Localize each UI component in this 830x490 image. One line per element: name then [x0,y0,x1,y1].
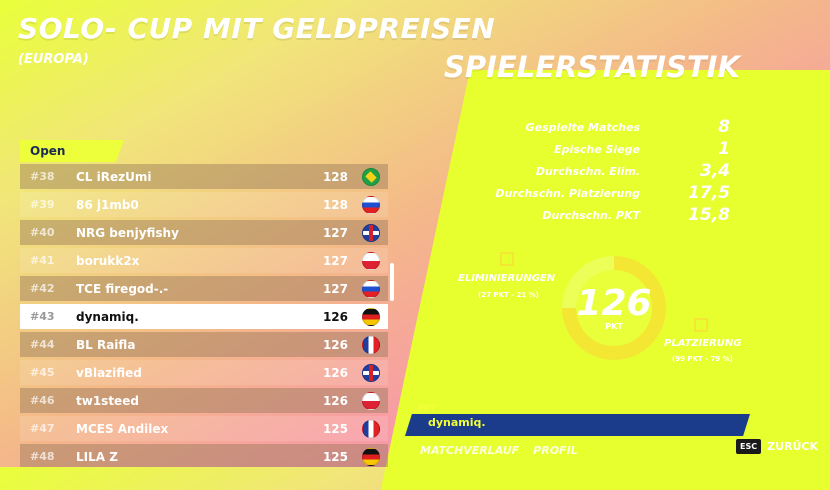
stat-value: 15,8 [688,205,730,225]
score-unit: PKT [605,321,623,331]
tab-open[interactable]: Open [20,140,124,162]
pl-flag-icon [362,391,380,410]
leaderboard-scrollbar[interactable] [390,263,394,301]
stat-row: Gespielte Matches 8 [480,116,730,138]
tab-profil[interactable]: PROFIL [533,444,578,457]
row-rank: #40 [30,226,55,239]
score-value: 126 [576,282,652,324]
leaderboard-row[interactable]: #38 CL iRezUmi 128 [20,164,388,189]
fr-flag-icon [362,419,380,438]
row-player-name: LILA Z [76,449,118,464]
score-ring: 126 PKT [562,256,666,360]
stat-row: Durchschn. Platzierung 17,5 [480,182,730,204]
row-rank: #48 [30,450,55,463]
leaderboard-row[interactable]: #47 MCES Andilex 125 [20,416,388,441]
br-flag-icon [362,167,380,186]
row-player-name: CL iRezUmi [76,169,152,184]
de-flag-icon [362,447,380,466]
row-points: 125 [322,449,348,464]
row-points: 126 [322,365,348,380]
ru-flag-icon [362,279,380,298]
row-points: 126 [322,309,348,324]
pl-flag-icon [362,251,380,270]
row-rank: #38 [30,170,55,183]
row-rank: #45 [30,366,55,379]
check-icon [500,252,514,266]
row-rank: #41 [30,254,55,267]
page-subtitle: (EUROPA) [18,52,89,67]
back-label: ZURÜCK [767,440,819,453]
row-rank: #43 [30,310,55,323]
row-rank: #39 [30,198,55,211]
row-player-name: BL Raifla [76,337,136,352]
row-points: 127 [322,253,348,268]
row-player-name: 86 j1mb0 [76,197,139,212]
leaderboard-row[interactable]: #45 vBlazified 126 [20,360,388,385]
row-player-name: NRG benjyfishy [76,225,179,240]
row-player-name: borukk2x [76,253,140,268]
leaderboard-row[interactable]: #42 TCE firegod-.- 127 [20,276,388,301]
placement-detail: (99 PKT - 79 %) [672,355,733,363]
uk-flag-icon [362,363,380,382]
stat-value: 17,5 [688,183,730,203]
player-banner [405,414,750,436]
eliminations-label: ELIMINIERUNGEN [458,273,556,284]
row-player-name: dynamiq. [76,309,139,324]
esc-key-icon: ESC [736,439,762,454]
row-player-name: tw1steed [76,393,139,408]
player-name: dynamiq. [428,416,486,429]
leaderboard-row[interactable]: #44 BL Raifla 126 [20,332,388,357]
row-points: 126 [322,393,348,408]
stat-label: Durchschn. Platzierung [495,186,640,200]
check-icon [694,318,708,332]
leaderboard-list[interactable]: #38 CL iRezUmi 128 #39 86 j1mb0 128 #40 … [20,142,390,467]
stat-label: Durchschn. Elim. [535,164,640,178]
bottom-nav: MATCHVERLAUF PROFIL [420,444,578,457]
leaderboard-row-selected[interactable]: #43 dynamiq. 126 [20,304,388,329]
ru-flag-icon [362,195,380,214]
row-rank: #47 [30,422,55,435]
uk-flag-icon [362,223,380,242]
stat-value: 3,4 [699,161,730,181]
row-points: 127 [322,281,348,296]
leaderboard-row[interactable]: #39 86 j1mb0 128 [20,192,388,217]
row-points: 126 [322,337,348,352]
stats-title: SPIELERSTATISTIK [444,50,740,84]
leaderboard-row[interactable]: #40 NRG benjyfishy 127 [20,220,388,245]
stat-value: 1 [718,139,730,159]
stat-label: Epische Siege [554,142,640,156]
placement-label: PLATZIERUNG [664,338,742,349]
stat-label: Gespielte Matches [525,120,640,134]
stat-row: Durchschn. Elim. 3,4 [480,160,730,182]
row-player-name: TCE firegod-.- [76,281,169,296]
stat-row: Durchschn. PKT 15,8 [480,204,730,226]
fr-flag-icon [362,335,380,354]
stat-row: Epische Siege 1 [480,138,730,160]
row-player-name: vBlazified [76,365,142,380]
row-rank: #46 [30,394,55,407]
row-points: 128 [322,169,348,184]
row-rank: #42 [30,282,55,295]
row-points: 125 [322,421,348,436]
row-points: 127 [322,225,348,240]
tab-matchverlauf[interactable]: MATCHVERLAUF [420,444,520,457]
page-title: SOLO- CUP MIT GELDPREISEN [18,12,496,45]
stats-panel: Gespielte Matches 8 Epische Siege 1 Durc… [480,116,730,226]
back-button[interactable]: ESC ZURÜCK [736,439,818,454]
leaderboard-row[interactable]: #48 LILA Z 125 [20,444,388,467]
leaderboard-row[interactable]: #41 borukk2x 127 [20,248,388,273]
row-player-name: MCES Andilex [76,421,169,436]
player-prefix: MIT [418,404,437,414]
leaderboard-row[interactable]: #46 tw1steed 126 [20,388,388,413]
row-rank: #44 [30,338,55,351]
eliminations-detail: (27 PKT - 21 %) [478,291,539,299]
row-points: 128 [322,197,348,212]
stat-label: Durchschn. PKT [542,208,640,222]
de-flag-icon [362,307,380,326]
stat-value: 8 [718,117,730,137]
score-ring-inner: 126 PKT [576,270,652,346]
